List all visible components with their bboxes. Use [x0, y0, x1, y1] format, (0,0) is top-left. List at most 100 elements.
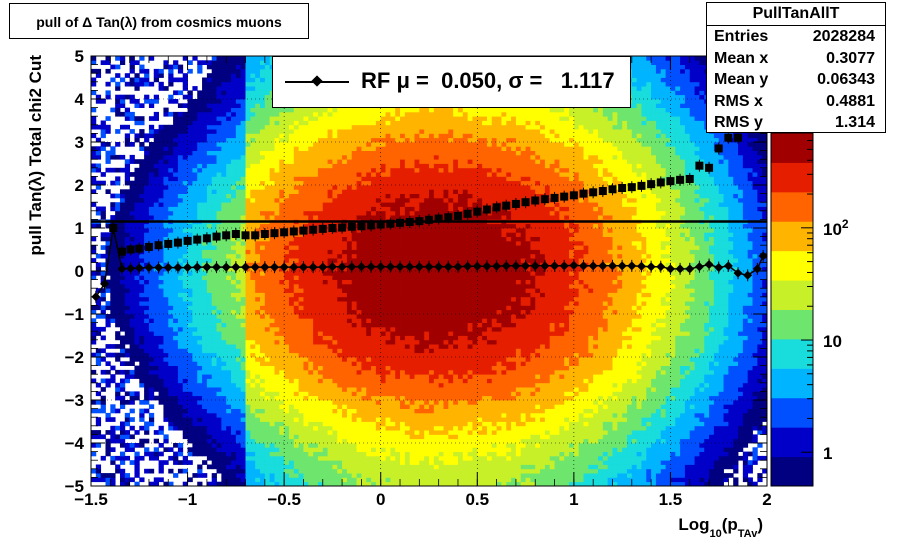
heatmap-cell	[173, 412, 179, 418]
heatmap-cell	[119, 279, 126, 285]
heatmap-cell	[337, 425, 343, 431]
heatmap-cell	[356, 197, 362, 203]
heatmap-cell	[168, 111, 174, 117]
heatmap-cell	[361, 258, 367, 263]
heatmap-cell	[351, 417, 357, 422]
heatmap-cell	[91, 249, 97, 255]
heatmap-cell	[148, 185, 155, 190]
heatmap-cell	[264, 430, 271, 435]
heatmap-cell	[279, 481, 285, 487]
heatmap-cell	[216, 202, 222, 207]
heatmap-cell	[255, 245, 261, 250]
heatmap-cell	[163, 314, 169, 319]
heatmap-cell	[216, 142, 222, 147]
heatmap-cell	[129, 159, 135, 164]
heatmap-cell	[177, 339, 184, 345]
heatmap-cell	[279, 124, 285, 130]
heatmap-cell	[279, 292, 285, 298]
heatmap-cell	[245, 73, 251, 78]
heatmap-cell	[342, 374, 348, 379]
heatmap-cell	[351, 374, 357, 379]
heatmap-cell	[110, 288, 116, 293]
heatmap-cell	[264, 331, 271, 336]
heatmap-cell	[274, 417, 280, 422]
heatmap-cell	[250, 369, 256, 375]
heatmap-cell	[317, 283, 324, 289]
heatmap-cell	[139, 326, 145, 332]
heatmap-cell	[327, 288, 333, 293]
heatmap-cell	[313, 408, 319, 414]
heatmap-cell	[206, 344, 213, 349]
heatmap-cell	[187, 430, 193, 435]
heatmap-cell	[221, 387, 227, 392]
heatmap-cell	[226, 460, 232, 465]
heatmap-cell	[322, 215, 328, 220]
heatmap-cell	[288, 116, 295, 121]
heatmap-cell	[148, 167, 155, 173]
heatmap-cell	[356, 283, 362, 289]
heatmap-cell	[332, 279, 338, 285]
heatmap-cell	[346, 365, 353, 371]
heatmap-cell	[197, 120, 203, 126]
heatmap-cell	[240, 417, 246, 422]
heatmap-cell	[298, 468, 304, 474]
heatmap-cell	[264, 279, 271, 285]
heatmap-cell	[255, 129, 261, 134]
heatmap-cell	[250, 120, 256, 126]
heatmap-cell	[163, 438, 169, 444]
heatmap-cell	[148, 344, 155, 349]
heatmap-cell	[206, 150, 213, 156]
heatmap-cell	[279, 318, 285, 323]
heatmap-cell	[139, 292, 145, 298]
heatmap-cell	[110, 154, 116, 160]
heatmap-cell	[192, 150, 198, 156]
heatmap-cell	[298, 258, 304, 263]
heatmap-cell	[211, 460, 217, 465]
heatmap-cell	[231, 107, 237, 113]
heatmap-cell	[187, 146, 193, 151]
heatmap-cell	[134, 167, 140, 173]
heatmap-cell	[264, 361, 271, 366]
heatmap-cell	[235, 266, 242, 272]
heatmap-cell	[216, 167, 222, 173]
heatmap-cell	[293, 447, 300, 452]
heatmap-cell	[245, 296, 251, 302]
heatmap-cell	[202, 322, 208, 328]
heatmap-cell	[231, 124, 237, 130]
heatmap-cell	[202, 163, 208, 169]
heatmap-cell	[105, 142, 111, 147]
heatmap-cell	[284, 378, 290, 384]
heatmap-cell	[177, 223, 184, 229]
heatmap-cell	[250, 133, 256, 139]
heatmap-cell	[182, 430, 188, 435]
heatmap-cell	[226, 245, 232, 250]
heatmap-cell	[255, 86, 261, 91]
heatmap-cell	[177, 421, 184, 427]
heatmap-cell	[245, 142, 251, 147]
heatmap-cell	[221, 154, 227, 160]
heatmap-cell	[337, 202, 343, 207]
heatmap-cell	[293, 210, 300, 216]
heatmap-cell	[308, 142, 314, 147]
heatmap-cell	[322, 193, 328, 199]
heatmap-cell	[168, 404, 174, 409]
heatmap-cell	[269, 391, 275, 397]
heatmap-cell	[264, 64, 271, 70]
heatmap-cell	[361, 352, 367, 358]
heatmap-cell	[356, 146, 362, 151]
heatmap-cell	[274, 468, 280, 474]
heatmap-cell	[206, 430, 213, 435]
heatmap-cell	[303, 357, 309, 362]
heatmap-cell	[211, 193, 217, 199]
heatmap-cell	[293, 292, 300, 298]
heatmap-cell	[221, 365, 227, 371]
heatmap-cell	[187, 460, 193, 465]
heatmap-cell	[153, 258, 159, 263]
heatmap-cell	[260, 391, 266, 397]
heatmap-cell	[144, 137, 150, 143]
heatmap-cell	[95, 167, 102, 173]
heatmap-cell	[255, 468, 261, 474]
heatmap-cell	[269, 348, 275, 354]
heatmap-cell	[211, 464, 217, 470]
heatmap-cell	[342, 137, 348, 143]
